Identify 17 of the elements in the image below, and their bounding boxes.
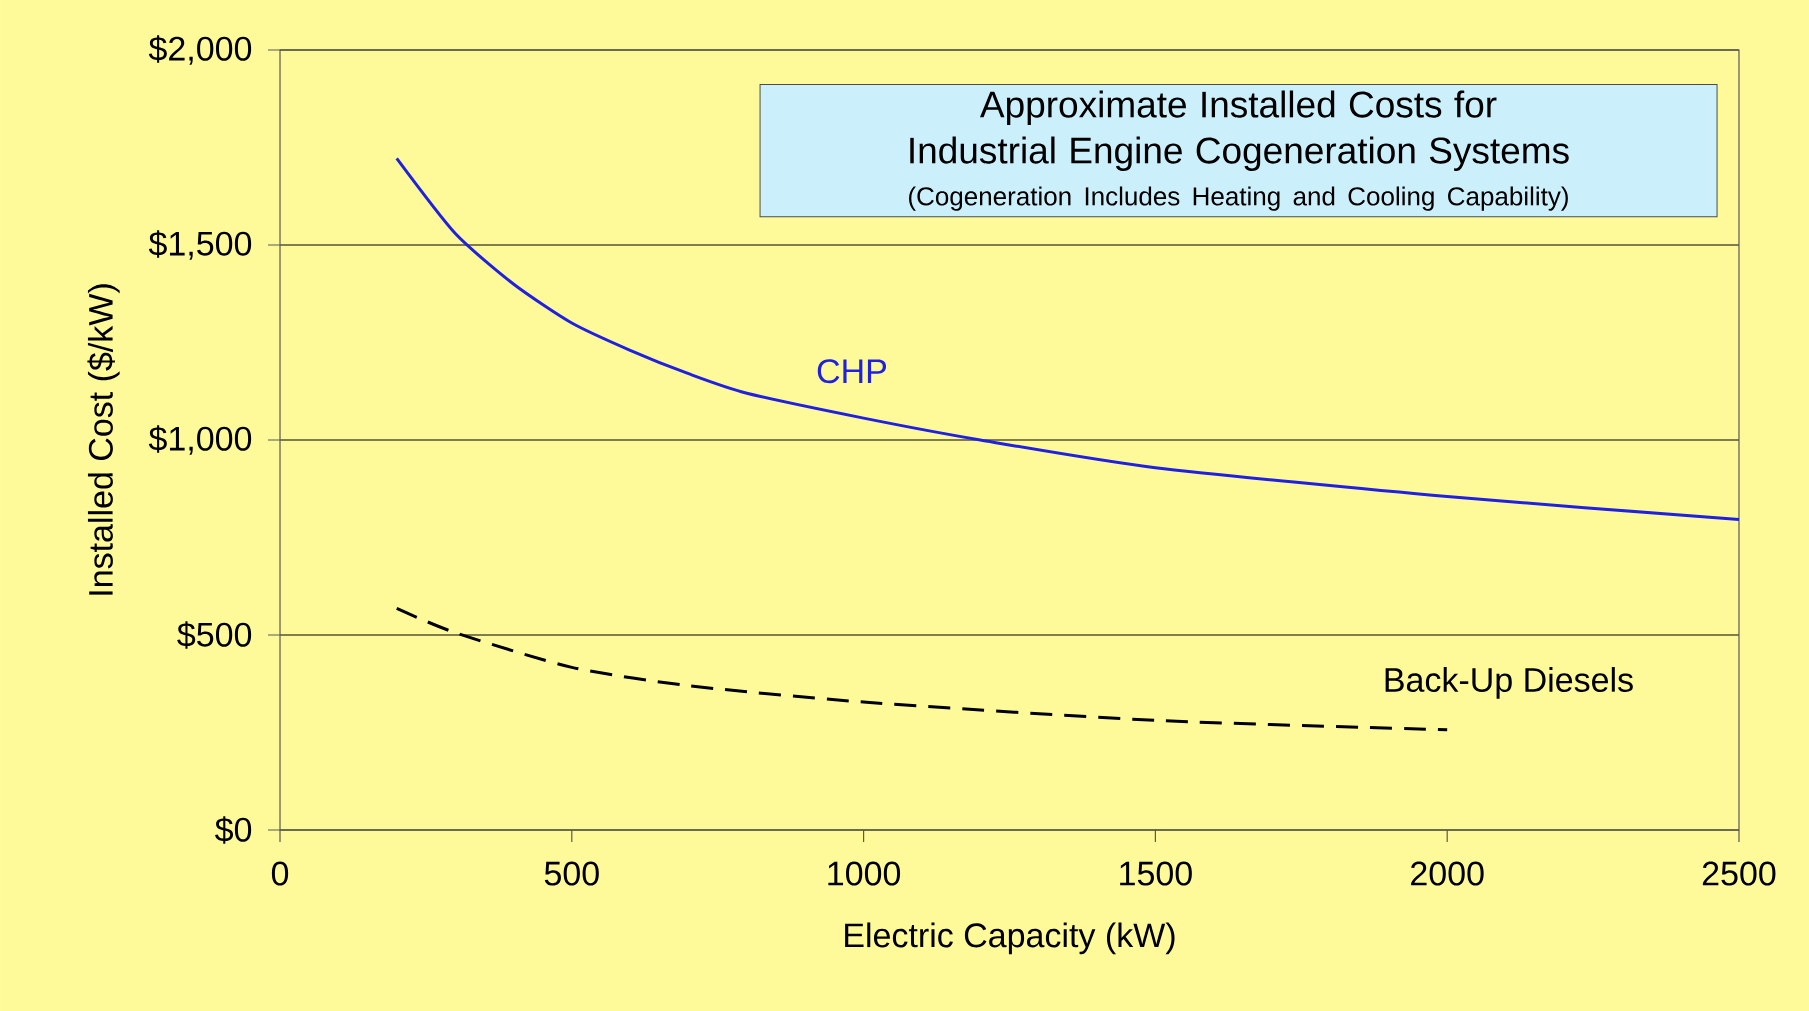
x-tick-label: 1000	[828, 861, 901, 886]
x-tick-label: 500	[544, 861, 599, 886]
text: (Cogeneration Includes Heating and Cooling Capability)	[909, 186, 1568, 211]
y-axis-title: Installed Cost ($/kW)	[87, 284, 120, 595]
chart-title: Approximate Installed Costs for Industrial Engine Cogeneration Systems	[910, 90, 1569, 171]
y-tick-label: $1,000	[148, 425, 252, 455]
x-tick-label: 2500	[1702, 861, 1776, 886]
x-axis-title: Electric Capacity (kW)	[845, 922, 1175, 955]
series-label: CHP	[817, 359, 887, 384]
series-label: Back-Up Diesels	[1385, 667, 1633, 699]
y-tick-label: $2,000	[148, 35, 252, 65]
x-tick-label: 2000	[1411, 861, 1484, 886]
x-tick-label: 0	[271, 861, 289, 886]
y-tick-label: $1,500	[148, 230, 252, 260]
x-tick-label: 1500	[1120, 861, 1192, 886]
y-tick-label: $0	[215, 816, 252, 844]
y-tick-label: $500	[177, 621, 252, 649]
